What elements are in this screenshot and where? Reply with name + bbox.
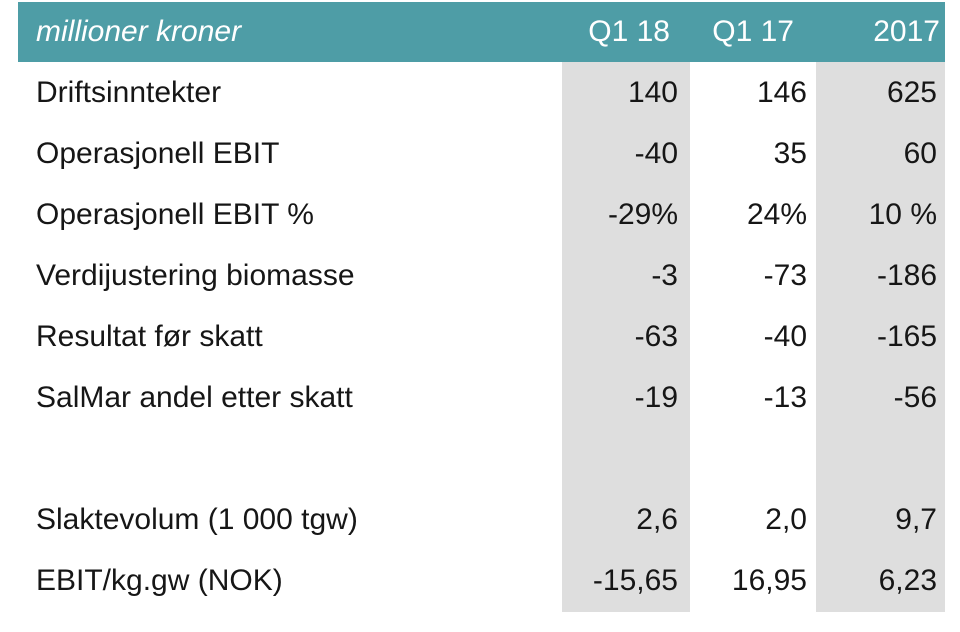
table-body: Driftsinntekter 140 146 625 Operasjonell EBI… — [18, 62, 945, 612]
cell-q1-17: 146 — [756, 75, 807, 109]
financial-summary-table: millioner kroner Q1 18 Q1 17 2017 Drifts… — [18, 2, 945, 612]
cell-q1-18: -15,65 — [562, 550, 690, 612]
row-label: Verdijustering biomasse — [36, 258, 355, 292]
cell-q1-17: -13 — [763, 381, 807, 415]
row-label: EBIT/kg.gw (NOK) — [36, 564, 283, 598]
column-header-q1-18: Q1 18 — [588, 15, 670, 48]
table-title: millioner kroner — [36, 15, 242, 48]
column-header-2017: 2017 — [873, 15, 940, 48]
cell-q1-17 — [690, 429, 816, 490]
cell-q1-18: -29% — [562, 184, 690, 246]
cell-q1-18: -19 — [562, 367, 690, 429]
column-header-q1-17: Q1 17 — [712, 15, 794, 48]
cell-q1-17: -73 — [763, 258, 807, 292]
cell-2017: -165 — [816, 306, 945, 368]
cell-2017: 625 — [816, 62, 945, 124]
row-label: Operasjonell EBIT % — [36, 197, 314, 231]
table-row: Operasjonell EBIT % -29% 24% 10 % — [18, 184, 945, 246]
row-label: Driftsinntekter — [36, 75, 222, 109]
cell-q1-17: -40 — [763, 319, 807, 353]
cell-2017: -56 — [816, 367, 945, 429]
table-row: Slaktevolum (1 000 tgw) 2,6 2,0 9,7 — [18, 489, 945, 551]
table-row: Operasjonell EBIT -40 35 60 — [18, 123, 945, 185]
cell-q1-17: 24% — [746, 197, 807, 231]
row-label: Operasjonell EBIT — [36, 136, 280, 170]
cell-2017: 10 % — [816, 184, 945, 246]
cell-2017: 60 — [816, 123, 945, 185]
cell-2017: 9,7 — [816, 489, 945, 551]
cell-2017 — [816, 428, 945, 490]
cell-q1-18: 140 — [562, 62, 690, 124]
table-row: EBIT/kg.gw (NOK) -15,65 16,95 6,23 — [18, 550, 945, 612]
row-label: SalMar andel etter skatt — [36, 381, 353, 415]
table-row: Driftsinntekter 140 146 625 — [18, 62, 945, 124]
row-label: Resultat før skatt — [36, 319, 263, 353]
cell-q1-18 — [562, 428, 690, 490]
table-row: SalMar andel etter skatt -19 -13 -56 — [18, 367, 945, 429]
cell-q1-18: -3 — [562, 245, 690, 307]
cell-2017: 6,23 — [816, 550, 945, 612]
row-label: Slaktevolum (1 000 tgw) — [36, 503, 358, 537]
cell-q1-18: 2,6 — [562, 489, 690, 551]
cell-q1-17: 16,95 — [731, 564, 807, 598]
table-row-spacer — [18, 428, 945, 490]
row-label — [18, 429, 562, 490]
cell-q1-17: 2,0 — [765, 503, 807, 537]
table-row: Resultat før skatt -63 -40 -165 — [18, 306, 945, 368]
cell-q1-18: -63 — [562, 306, 690, 368]
table-row: Verdijustering biomasse -3 -73 -186 — [18, 245, 945, 307]
cell-2017: -186 — [816, 245, 945, 307]
table-header-row: millioner kroner Q1 18 Q1 17 2017 — [18, 2, 945, 62]
cell-q1-18: -40 — [562, 123, 690, 185]
cell-q1-17: 35 — [773, 136, 807, 170]
